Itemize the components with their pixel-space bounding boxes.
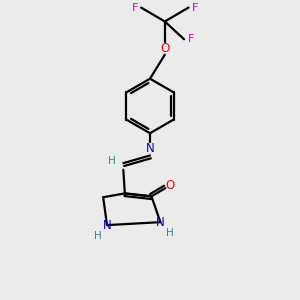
Text: F: F — [188, 34, 194, 44]
Text: H: H — [166, 228, 174, 239]
Text: H: H — [94, 231, 101, 242]
Text: N: N — [146, 142, 154, 155]
Text: N: N — [156, 216, 165, 229]
Text: N: N — [103, 219, 111, 232]
Text: O: O — [165, 178, 175, 192]
Text: F: F — [192, 3, 198, 13]
Text: F: F — [131, 3, 138, 13]
Text: O: O — [160, 42, 170, 55]
Text: H: H — [108, 156, 116, 166]
